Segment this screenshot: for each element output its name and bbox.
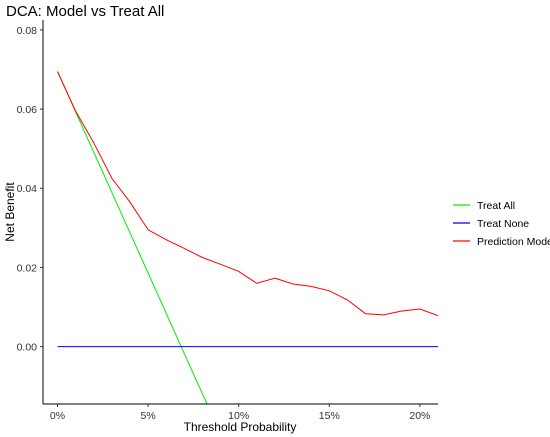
y-tick-label: 0.04 — [17, 183, 38, 195]
x-tick-label: 10% — [228, 410, 249, 422]
x-tick-label: 20% — [409, 410, 430, 422]
x-tick-label: 5% — [140, 410, 155, 422]
series-line-treat-all — [57, 71, 208, 404]
x-tick-label: 0% — [50, 410, 65, 422]
y-tick-label: 0.00 — [17, 342, 38, 354]
y-tick-label: 0.08 — [17, 25, 38, 37]
legend-label: Treat All — [477, 200, 515, 212]
chart-title: DCA: Model vs Treat All — [6, 3, 164, 20]
y-tick-label: 0.02 — [17, 262, 38, 274]
x-tick-label: 15% — [319, 410, 340, 422]
series-line-prediction-model — [57, 71, 438, 317]
axis-ticks: 0.00 0.02 0.04 0.06 0.08 0% 5% 10% 15% 20% — [17, 25, 431, 422]
x-axis-title: Threshold Probability — [184, 420, 297, 434]
legend-label: Prediction Model — [477, 236, 550, 248]
legend: Treat All Treat None Prediction Model — [453, 200, 550, 248]
y-axis-title: Net Benefit — [3, 182, 17, 242]
legend-label: Treat None — [477, 218, 529, 230]
series-group — [57, 71, 438, 404]
y-tick-label: 0.06 — [17, 104, 38, 116]
plot-area — [57, 71, 438, 404]
